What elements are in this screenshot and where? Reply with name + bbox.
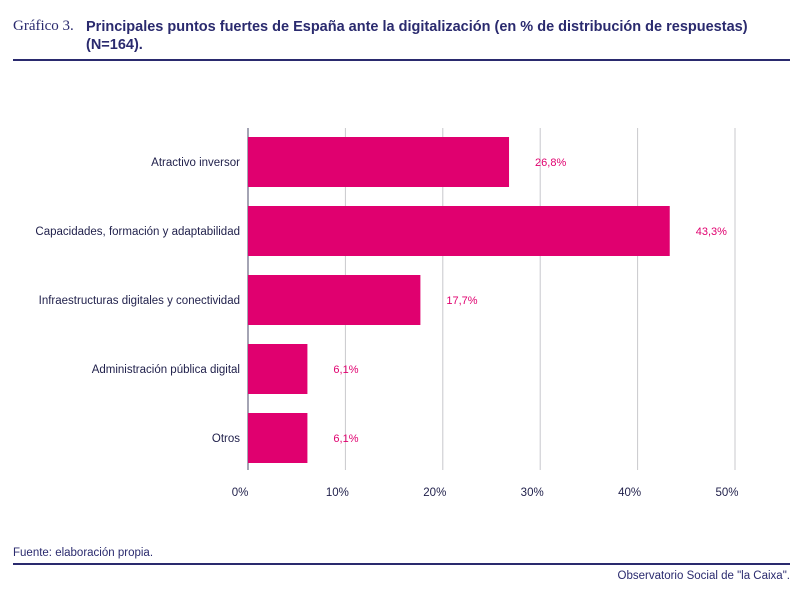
category-label-4: Administración pública digital <box>92 364 240 376</box>
category-label-5: Otros <box>212 433 240 445</box>
category-label-1: Atractivo inversor <box>151 157 240 169</box>
publisher-credit: Observatorio Social de "la Caixa". <box>617 570 790 582</box>
x-tick-label-50: 50% <box>715 487 738 499</box>
source-note: Fuente: elaboración propia. <box>13 547 154 559</box>
category-label-3: Infraestructuras digitales y conectivida… <box>39 295 240 307</box>
x-tick-label-0: 0% <box>232 487 249 499</box>
x-tick-label-10: 10% <box>326 487 349 499</box>
chart-title: Principales puntos fuertes de España ant… <box>86 19 748 53</box>
x-tick-label-30: 30% <box>521 487 544 499</box>
bar-2 <box>248 206 670 256</box>
value-label-3: 17,7% <box>446 295 477 307</box>
value-label-1: 26,8% <box>535 157 566 169</box>
value-label-5: 6,1% <box>333 433 358 445</box>
figure-number: Gráfico 3. <box>13 18 74 34</box>
header-divider <box>13 59 790 61</box>
category-label-2: Capacidades, formación y adaptabilidad <box>35 226 240 238</box>
bar-5 <box>248 413 308 463</box>
x-tick-label-20: 20% <box>423 487 446 499</box>
x-tick-label-40: 40% <box>618 487 641 499</box>
value-label-4: 6,1% <box>333 364 358 376</box>
footer-divider <box>13 563 790 565</box>
value-label-2: 43,3% <box>696 226 727 238</box>
bar-4 <box>248 344 308 394</box>
bar-3 <box>248 275 421 325</box>
bar-1 <box>248 137 510 187</box>
